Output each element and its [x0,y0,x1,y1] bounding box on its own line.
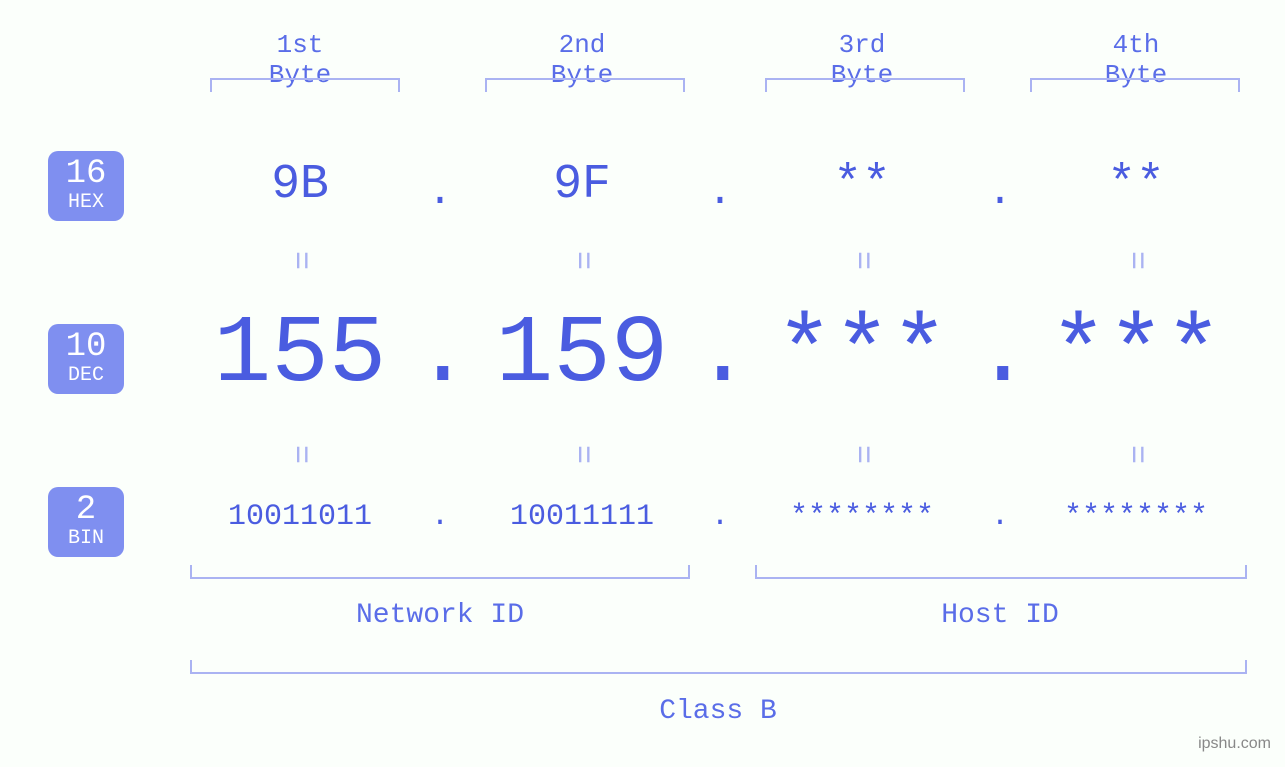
eq-hd-1: = [282,246,319,276]
dec-dot-1: . [414,300,466,409]
eq-hd-4: = [1118,246,1155,276]
base-num-hex: 16 [48,157,124,191]
dec-byte-1: 155 [200,300,400,409]
base-label-hex: HEX [48,193,124,213]
hex-byte-2: 9F [522,158,642,212]
dec-dot-3: . [974,300,1026,409]
class-label: Class B [618,696,818,727]
host-bracket [755,565,1247,579]
bin-byte-4: ******** [1026,500,1246,534]
bin-byte-3: ******** [752,500,972,534]
base-num-bin: 2 [48,493,124,527]
eq-db-3: = [844,440,881,470]
top-bracket-3 [765,78,965,92]
base-badge-dec: 10 DEC [48,324,124,394]
base-label-dec: DEC [48,366,124,386]
eq-hd-3: = [844,246,881,276]
eq-db-2: = [564,440,601,470]
network-bracket [190,565,690,579]
dec-byte-2: 159 [482,300,682,409]
base-label-bin: BIN [48,529,124,549]
hex-byte-3: ** [802,158,922,212]
base-badge-bin: 2 BIN [48,487,124,557]
hex-byte-1: 9B [240,158,360,212]
eq-db-4: = [1118,440,1155,470]
top-bracket-4 [1030,78,1240,92]
host-id-label: Host ID [900,600,1100,631]
hex-dot-2: . [700,168,740,216]
dec-dot-2: . [694,300,746,409]
top-bracket-1 [210,78,400,92]
hex-byte-4: ** [1076,158,1196,212]
bin-byte-2: 10011111 [472,500,692,534]
dec-byte-4: *** [1036,300,1236,409]
eq-hd-2: = [564,246,601,276]
base-badge-hex: 16 HEX [48,151,124,221]
bin-dot-3: . [985,500,1015,534]
hex-dot-3: . [980,168,1020,216]
dec-byte-3: *** [762,300,962,409]
eq-db-1: = [282,440,319,470]
top-bracket-2 [485,78,685,92]
base-num-dec: 10 [48,330,124,364]
network-id-label: Network ID [340,600,540,631]
hex-dot-1: . [420,168,460,216]
bin-dot-2: . [705,500,735,534]
bin-dot-1: . [425,500,455,534]
watermark: ipshu.com [1198,735,1271,753]
bin-byte-1: 10011011 [190,500,410,534]
class-bracket [190,660,1247,674]
